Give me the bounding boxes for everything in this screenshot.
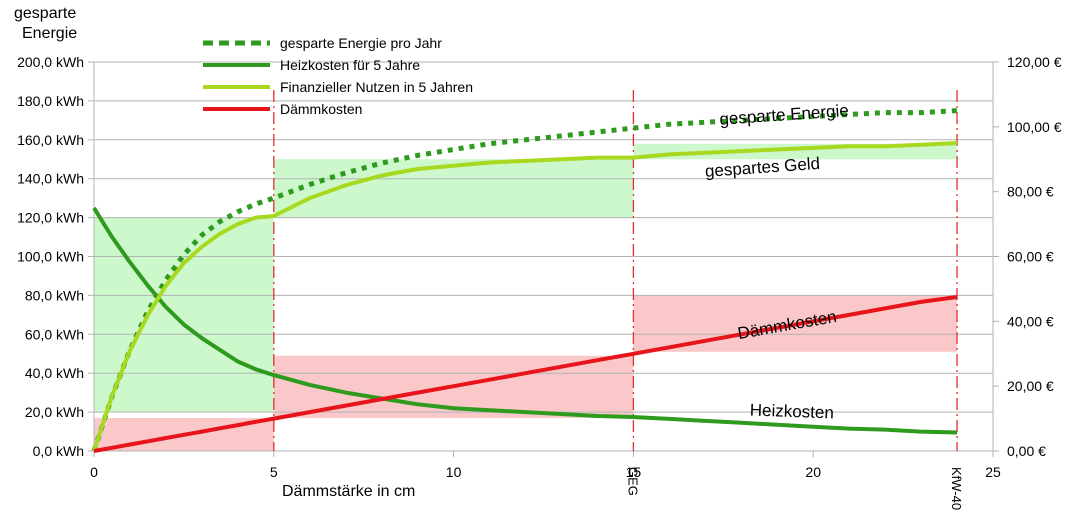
shaded-region-saving-0 (94, 217, 274, 413)
series-line-2 (92, 141, 958, 452)
x-tick-5: 25 (985, 464, 1001, 480)
grid-lines (94, 61, 993, 413)
x-tick-2: 10 (446, 464, 462, 480)
x-tick-0: 0 (90, 464, 98, 480)
annotation-0: gesparte Energie (719, 101, 849, 129)
legend-label-1: Heizkosten für 5 Jahre (280, 57, 420, 73)
shaded-region-saving-1 (273, 159, 634, 218)
y-tick-left-7: 140,0 kWh (17, 171, 84, 187)
legend: gesparte Energie pro Jahr Heizkosten für … (203, 35, 473, 117)
y-tick-right-3: 60,00 € (1007, 249, 1054, 265)
y-tick-right-4: 80,00 € (1007, 184, 1054, 200)
y-tick-left-4: 80,0 kWh (25, 287, 84, 303)
vertical-markers: GEG KfW-40 (273, 90, 964, 510)
series-line-1 (92, 206, 958, 435)
y-tick-right-2: 40,00 € (1007, 313, 1054, 329)
y-axis-title-line-1: gesparte (14, 5, 76, 22)
series-line-3 (93, 295, 958, 453)
x-tick-4: 20 (805, 464, 821, 480)
y-tick-left-2: 40,0 kWh (25, 365, 84, 381)
y-tick-left-8: 160,0 kWh (17, 132, 84, 148)
axes: 0,0 kWh 20,0 kWh 40,0 kWh 60,0 kWh 80,0 kWh 1… (17, 54, 1062, 480)
y-tick-left-3: 60,0 kWh (25, 326, 84, 342)
vertical-marker-label-2: KfW-40 (949, 467, 964, 510)
series-line-0 (91, 108, 958, 452)
y-tick-left-1: 20,0 kWh (25, 404, 84, 420)
y-tick-left-5: 100,0 kWh (17, 249, 84, 265)
y-tick-left-9: 180,0 kWh (17, 93, 84, 109)
vertical-marker-label-1: GEG (625, 467, 640, 496)
annotation-3: Heizkosten (749, 401, 834, 423)
y-tick-right-0: 0,00 € (1007, 443, 1046, 459)
y-tick-left-10: 200,0 kWh (17, 54, 84, 70)
y-tick-left-0: 0,0 kWh (33, 443, 84, 459)
series-lines (91, 108, 958, 453)
y-tick-right-5: 100,00 € (1007, 119, 1062, 135)
y-tick-right-1: 20,00 € (1007, 378, 1054, 394)
legend-label-2: Finanzieller Nutzen in 5 Jahren (280, 79, 473, 95)
x-tick-1: 5 (270, 464, 278, 480)
x-tick-3: 15 (626, 464, 642, 480)
y-axis-title-line-2: Energie (22, 25, 77, 42)
legend-label-0: gesparte Energie pro Jahr (280, 35, 442, 51)
y-tick-right-6: 120,00 € (1007, 54, 1062, 70)
legend-label-3: Dämmkosten (280, 101, 362, 117)
y-tick-left-6: 120,0 kWh (17, 210, 84, 226)
x-axis-title: Dämmstärke in cm (282, 483, 415, 500)
